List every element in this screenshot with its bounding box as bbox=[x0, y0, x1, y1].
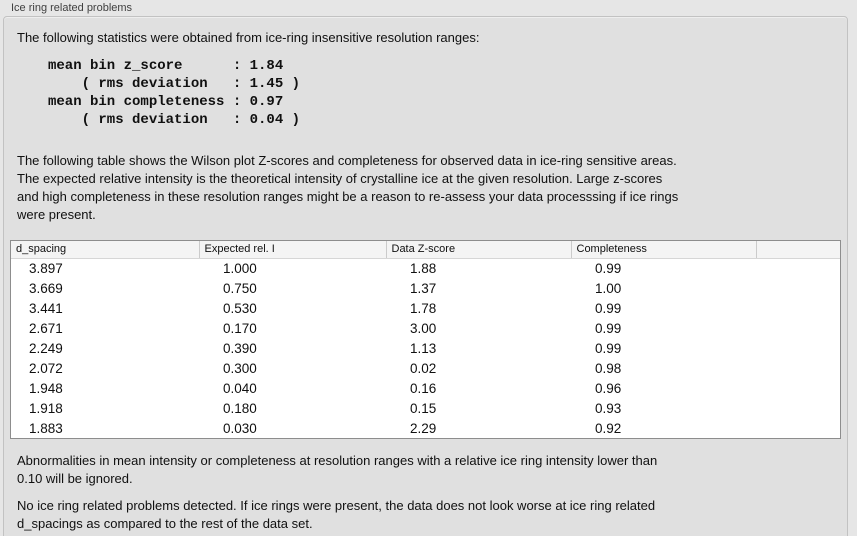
table-cell: 0.030 bbox=[223, 420, 257, 436]
table-row[interactable]: 1.948 0.040 0.16 0.96 bbox=[11, 378, 840, 398]
table-cell: 2.072 bbox=[29, 360, 63, 376]
table-cell: 1.918 bbox=[29, 400, 63, 416]
table-row[interactable]: 3.441 0.530 1.78 0.99 bbox=[11, 298, 840, 318]
table-cell: 3.441 bbox=[29, 300, 63, 316]
table-cell bbox=[756, 418, 840, 438]
table-cell: 1.37 bbox=[410, 280, 437, 296]
group-box-title: Ice ring related problems bbox=[11, 2, 133, 14]
table-cell: 0.170 bbox=[223, 320, 257, 336]
table-cell: 3.897 bbox=[29, 260, 63, 276]
table-cell: 1.000 bbox=[223, 260, 257, 276]
table-cell: 0.93 bbox=[595, 400, 622, 416]
table-cell: 1.948 bbox=[29, 380, 63, 396]
table-row[interactable]: 2.671 0.170 3.00 0.99 bbox=[11, 318, 840, 338]
table-cell: 0.99 bbox=[595, 320, 622, 336]
table-cell: 2.671 bbox=[29, 320, 63, 336]
column-header-Expected rel. I[interactable]: Expected rel. I bbox=[199, 241, 387, 259]
table-cell: 0.16 bbox=[410, 380, 437, 396]
table-cell: 0.390 bbox=[223, 340, 257, 356]
column-header-d_spacing[interactable]: d_spacing bbox=[11, 241, 200, 259]
ignore-note-text: Abnormalities in mean intensity or compl… bbox=[17, 453, 658, 486]
table-row[interactable]: 3.669 0.750 1.37 1.00 bbox=[11, 278, 840, 298]
table-cell: 0.92 bbox=[595, 420, 622, 436]
table-cell: 1.88 bbox=[410, 260, 437, 276]
table-cell: 0.040 bbox=[223, 380, 257, 396]
table-cell: 2.29 bbox=[410, 420, 437, 436]
table-row[interactable]: 2.249 0.390 1.13 0.99 bbox=[11, 338, 840, 358]
table-cell: 3.00 bbox=[410, 320, 437, 336]
table-cell bbox=[756, 358, 840, 378]
column-header-Data Z-score[interactable]: Data Z-score bbox=[386, 241, 572, 259]
table-cell: 0.750 bbox=[223, 280, 257, 296]
table-cell bbox=[756, 318, 840, 338]
table-body: 3.897 1.000 1.88 0.99 3.669 0.750 1.37 1.00 3.44… bbox=[11, 258, 840, 438]
table-cell: 0.02 bbox=[410, 360, 437, 376]
table-cell: 0.99 bbox=[595, 300, 622, 316]
table-cell bbox=[756, 338, 840, 358]
intro-text: The following statistics were obtained f… bbox=[17, 30, 480, 45]
table-cell bbox=[756, 378, 840, 398]
stats-block: mean bin z_score : 1.84 ( rms deviation … bbox=[48, 58, 301, 128]
table-cell: 0.99 bbox=[595, 340, 622, 356]
table-cell bbox=[756, 298, 840, 318]
table-cell bbox=[756, 278, 840, 298]
table-row[interactable]: 1.883 0.030 2.29 0.92 bbox=[11, 418, 840, 438]
table-row[interactable]: 2.072 0.300 0.02 0.98 bbox=[11, 358, 840, 378]
conclusion-text: No ice ring related problems detected. I… bbox=[17, 498, 656, 531]
table-cell: 0.99 bbox=[595, 260, 622, 276]
table-cell: 3.669 bbox=[29, 280, 63, 296]
table-cell: 1.78 bbox=[410, 300, 437, 316]
table-cell: 0.96 bbox=[595, 380, 622, 396]
table-cell: 1.883 bbox=[29, 420, 63, 436]
table-cell bbox=[756, 258, 840, 278]
table-row[interactable]: 3.897 1.000 1.88 0.99 bbox=[11, 258, 840, 278]
description-text: The following table shows the Wilson plo… bbox=[17, 153, 679, 222]
table-cell: 0.530 bbox=[223, 300, 257, 316]
column-header-Completeness[interactable]: Completeness bbox=[571, 241, 757, 259]
ice-ring-table: d_spacing Expected rel. I Data Z-score Comp… bbox=[10, 240, 841, 439]
table-cell: 1.00 bbox=[595, 280, 622, 296]
table-cell: 1.13 bbox=[410, 340, 437, 356]
table-cell: 0.15 bbox=[410, 400, 437, 416]
table-row[interactable]: 1.918 0.180 0.15 0.93 bbox=[11, 398, 840, 418]
table-cell: 2.249 bbox=[29, 340, 63, 356]
table-cell: 0.180 bbox=[223, 400, 257, 416]
table-cell bbox=[756, 398, 840, 418]
table-cell: 0.300 bbox=[223, 360, 257, 376]
group-box: The following statistics were obtained f… bbox=[3, 16, 848, 536]
column-header-empty[interactable] bbox=[756, 241, 840, 259]
table-cell: 0.98 bbox=[595, 360, 622, 376]
table-header-row: d_spacing Expected rel. I Data Z-score Comp… bbox=[11, 241, 840, 259]
